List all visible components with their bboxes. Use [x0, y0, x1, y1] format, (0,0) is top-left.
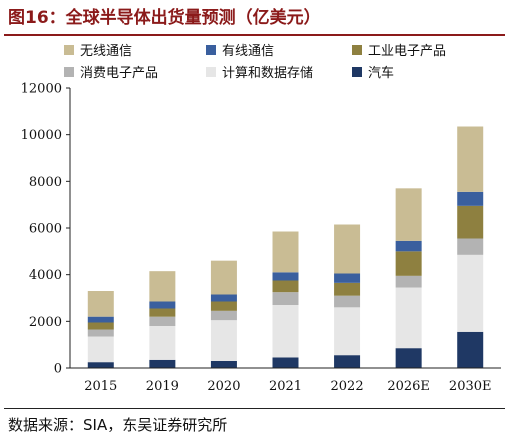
x-tick-label-6: 2030E [449, 379, 492, 394]
bar-2019-series-5 [149, 271, 176, 302]
bar-2026E-series-3 [395, 251, 422, 276]
bar-2020-series-0 [210, 361, 237, 368]
bar-2020-series-1 [210, 320, 237, 361]
bar-2030E-series-3 [457, 205, 484, 239]
bar-2022-series-2 [334, 295, 361, 308]
y-tick-label-3: 6000 [29, 222, 62, 237]
bar-2015-series-1 [87, 336, 114, 363]
x-axis: 2015 2019 2020 2021 2022 2026E 2030E [70, 367, 501, 394]
bar-2015-series-4 [87, 316, 114, 323]
bar-2026E-series-2 [395, 275, 422, 288]
bar-2022-series-1 [334, 307, 361, 356]
bar-2030E-series-2 [457, 238, 484, 255]
bar-2020-series-4 [210, 294, 237, 302]
legend-swatch-0 [352, 67, 362, 77]
x-tick-label-3: 2021 [269, 379, 302, 394]
bar-2021-series-1 [272, 305, 299, 358]
bar-2021-series-3 [272, 280, 299, 293]
legend-label-0: 汽车 [368, 65, 394, 81]
bar-2022-series-0 [334, 355, 361, 368]
bar-2020-series-2 [210, 310, 237, 321]
bar-2015-series-3 [87, 322, 114, 330]
bar-2015-series-5 [87, 291, 114, 317]
y-tick-label-1: 2000 [29, 315, 62, 330]
bar-2030E-series-0 [457, 331, 484, 368]
legend-swatch-2 [64, 67, 74, 77]
x-tick-label-1: 2019 [146, 379, 179, 394]
bar-2019-series-1 [149, 326, 176, 360]
x-tick-label-2: 2020 [207, 379, 240, 394]
bar-2021-series-5 [272, 231, 299, 273]
bar-2015-series-0 [87, 362, 114, 368]
legend-label-3: 工业电子产品 [368, 44, 446, 59]
bar-2022-series-5 [334, 224, 361, 274]
bar-series-group [87, 126, 484, 368]
y-tick-label-0: 0 [54, 362, 62, 377]
legend-swatch-5 [64, 45, 74, 55]
bar-2021-series-4 [272, 272, 299, 281]
x-tick-label-5: 2026E [387, 379, 430, 394]
bar-2019-series-0 [149, 359, 176, 368]
legend-label-2: 消费电子产品 [80, 66, 158, 81]
figure-title: 图16：全球半导体出货量预测（亿美元） [8, 8, 321, 28]
bar-2015-series-2 [87, 329, 114, 337]
legend-label-4: 有线通信 [222, 44, 274, 59]
bar-2021-series-2 [272, 292, 299, 305]
bar-2030E-series-5 [457, 126, 484, 192]
bar-2019-series-2 [149, 316, 176, 326]
bar-2022-series-3 [334, 282, 361, 296]
legend-swatch-1 [206, 67, 216, 77]
y-tick-label-5: 10000 [21, 128, 62, 143]
x-tick-label-4: 2022 [331, 379, 364, 394]
title-rule [4, 34, 505, 36]
bar-2020-series-5 [210, 260, 237, 295]
legend-swatch-4 [206, 45, 216, 55]
bar-2021-series-0 [272, 357, 299, 368]
bar-2026E-series-5 [395, 188, 422, 241]
y-axis: 0 2000 4000 6000 8000 10000 12000 [21, 82, 71, 377]
bar-2022-series-4 [334, 273, 361, 283]
bar-2026E-series-0 [395, 348, 422, 368]
y-tick-label-4: 8000 [29, 175, 62, 190]
figure-source: 数据来源：SIA，东吴证券研究所 [8, 416, 228, 434]
x-tick-label-0: 2015 [84, 379, 117, 394]
footer-rule [4, 408, 505, 409]
legend-swatch-3 [352, 45, 362, 55]
bar-2030E-series-4 [457, 191, 484, 206]
legend-label-1: 计算和数据存储 [222, 66, 313, 81]
bar-2026E-series-1 [395, 287, 422, 349]
bar-2019-series-4 [149, 301, 176, 309]
bar-2030E-series-1 [457, 254, 484, 332]
y-tick-label-2: 4000 [29, 268, 62, 283]
bar-2026E-series-4 [395, 240, 422, 252]
y-tick-label-6: 12000 [21, 82, 62, 97]
bar-2019-series-3 [149, 308, 176, 317]
bar-2020-series-3 [210, 301, 237, 311]
legend-label-5: 无线通信 [80, 44, 132, 59]
